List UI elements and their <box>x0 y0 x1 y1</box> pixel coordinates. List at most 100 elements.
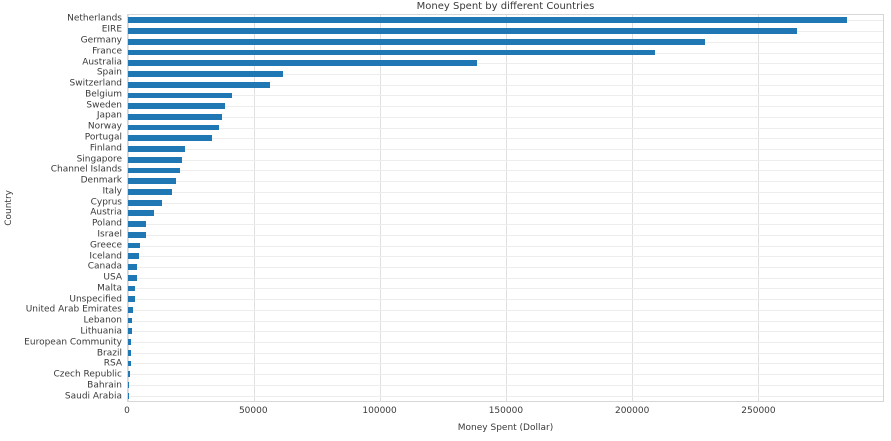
y-gridline <box>128 395 883 397</box>
bar-netherlands <box>128 17 847 24</box>
y-gridline <box>128 234 883 236</box>
bar-lebanon <box>128 317 133 324</box>
bar-czech-republic <box>128 371 131 378</box>
bar-israel <box>128 231 147 238</box>
y-gridline <box>128 320 883 322</box>
xtick-labels: 0 50000 100000 150000 200000 250000 <box>124 406 884 418</box>
bar-brazil <box>128 349 131 356</box>
y-tick-label-portugal: Portugal <box>84 132 122 143</box>
bar-france <box>128 49 655 56</box>
y-tick-label-italy: Italy <box>102 186 122 197</box>
y-tick-label-greece: Greece <box>89 240 122 251</box>
y-tick-label-canada: Canada <box>87 261 122 272</box>
bar-denmark <box>128 178 176 185</box>
bar-belgium <box>128 92 232 99</box>
y-tick-label-malta: Malta <box>97 283 122 294</box>
bar-japan <box>128 113 223 120</box>
chart-title: Money Spent by different Countries <box>416 1 595 12</box>
bar-poland <box>128 221 147 227</box>
x-axis-label: Money Spent (Dollar) <box>457 423 554 433</box>
y-gridline <box>128 331 883 333</box>
y-tick-label-usa: USA <box>103 272 122 283</box>
bar-italy <box>128 189 173 195</box>
bar-bahrain <box>128 382 130 388</box>
y-gridline <box>128 181 883 183</box>
bar-lithuania <box>128 328 133 335</box>
y-gridline <box>128 84 883 86</box>
x-gridline-50000 <box>253 15 255 401</box>
bar-cyprus <box>128 199 163 206</box>
y-tick-label-germany: Germany <box>80 35 122 46</box>
ytick-labels: Netherlands EIRE Germany France Australia Spa… <box>0 14 122 402</box>
y-tick-label-israel: Israel <box>97 229 122 240</box>
bar-greece <box>128 242 140 249</box>
bar-european-community <box>128 339 132 345</box>
y-gridline <box>128 116 883 118</box>
bar-iceland <box>128 253 139 260</box>
y-gridline <box>128 309 883 311</box>
bar-usa <box>128 274 138 281</box>
bar-austria <box>128 210 154 217</box>
x-tick-label: 150000 <box>488 406 524 416</box>
bar-rsa <box>128 360 131 367</box>
bar-switzerland <box>128 81 271 88</box>
y-tick-label-brazil: Brazil <box>96 348 122 358</box>
bar-united-arab-emirates <box>128 306 133 313</box>
y-gridline <box>128 224 883 226</box>
y-gridline <box>128 256 883 258</box>
y-tick-label-iceland: Iceland <box>89 251 122 261</box>
y-gridline <box>128 245 883 247</box>
bar-germany <box>128 38 705 45</box>
y-tick-label-european-community: European Community <box>24 337 122 348</box>
y-tick-label-switzerland: Switzerland <box>69 78 123 89</box>
y-tick-label-denmark: Denmark <box>80 175 122 186</box>
x-tick-label: 250000 <box>741 406 776 416</box>
x-tick-label: 0 <box>124 406 130 416</box>
y-tick-label-cyprus: Cyprus <box>90 197 122 208</box>
x-gridline-100000 <box>379 15 381 401</box>
y-tick-label-spain: Spain <box>96 67 122 78</box>
x-tick-label: 50000 <box>238 406 268 416</box>
y-gridline <box>128 352 883 354</box>
y-gridline <box>128 202 883 204</box>
x-tick-label: 100000 <box>362 406 397 416</box>
y-tick-label-austria: Austria <box>90 207 122 218</box>
bar-sweden <box>128 103 225 110</box>
bar-malta <box>128 285 135 292</box>
y-tick-label-sweden: Sweden <box>86 100 122 111</box>
y-tick-label-rsa: RSA <box>103 358 122 369</box>
y-gridline <box>128 384 883 386</box>
bar-spain <box>128 71 284 77</box>
y-gridline <box>128 288 883 290</box>
x-tick-label: 200000 <box>614 406 650 416</box>
y-tick-label-france: France <box>92 46 122 57</box>
y-tick-label-belgium: Belgium <box>85 89 122 100</box>
y-tick-label-united-arab-emirates: United Arab Emirates <box>25 304 122 315</box>
y-tick-label-singapore: Singapore <box>76 154 122 164</box>
y-tick-label-lebanon: Lebanon <box>83 315 122 326</box>
plot-area <box>127 14 884 402</box>
y-tick-label-bahrain: Bahrain <box>87 380 122 391</box>
y-tick-label-norway: Norway <box>87 121 122 132</box>
y-tick-label-eire: EIRE <box>101 24 122 35</box>
y-gridline <box>128 149 883 151</box>
x-gridline-0 <box>128 15 129 401</box>
y-gridline <box>128 374 883 376</box>
y-tick-label-japan: Japan <box>96 110 122 121</box>
y-tick-label-finland: Finland <box>89 143 122 154</box>
y-gridline <box>128 95 883 97</box>
y-tick-label-lithuania: Lithuania <box>80 326 122 337</box>
y-gridline <box>128 266 883 268</box>
y-gridline <box>128 342 883 344</box>
bar-canada <box>128 264 138 270</box>
y-gridline <box>128 63 883 65</box>
y-gridline <box>128 73 883 75</box>
bar-singapore <box>128 156 182 163</box>
y-gridline <box>128 277 883 279</box>
y-gridline <box>128 213 883 215</box>
x-gridline-150000 <box>505 15 507 401</box>
y-gridline <box>128 159 883 161</box>
y-gridline <box>128 106 883 108</box>
y-tick-label-unspecified: Unspecified <box>69 294 122 305</box>
